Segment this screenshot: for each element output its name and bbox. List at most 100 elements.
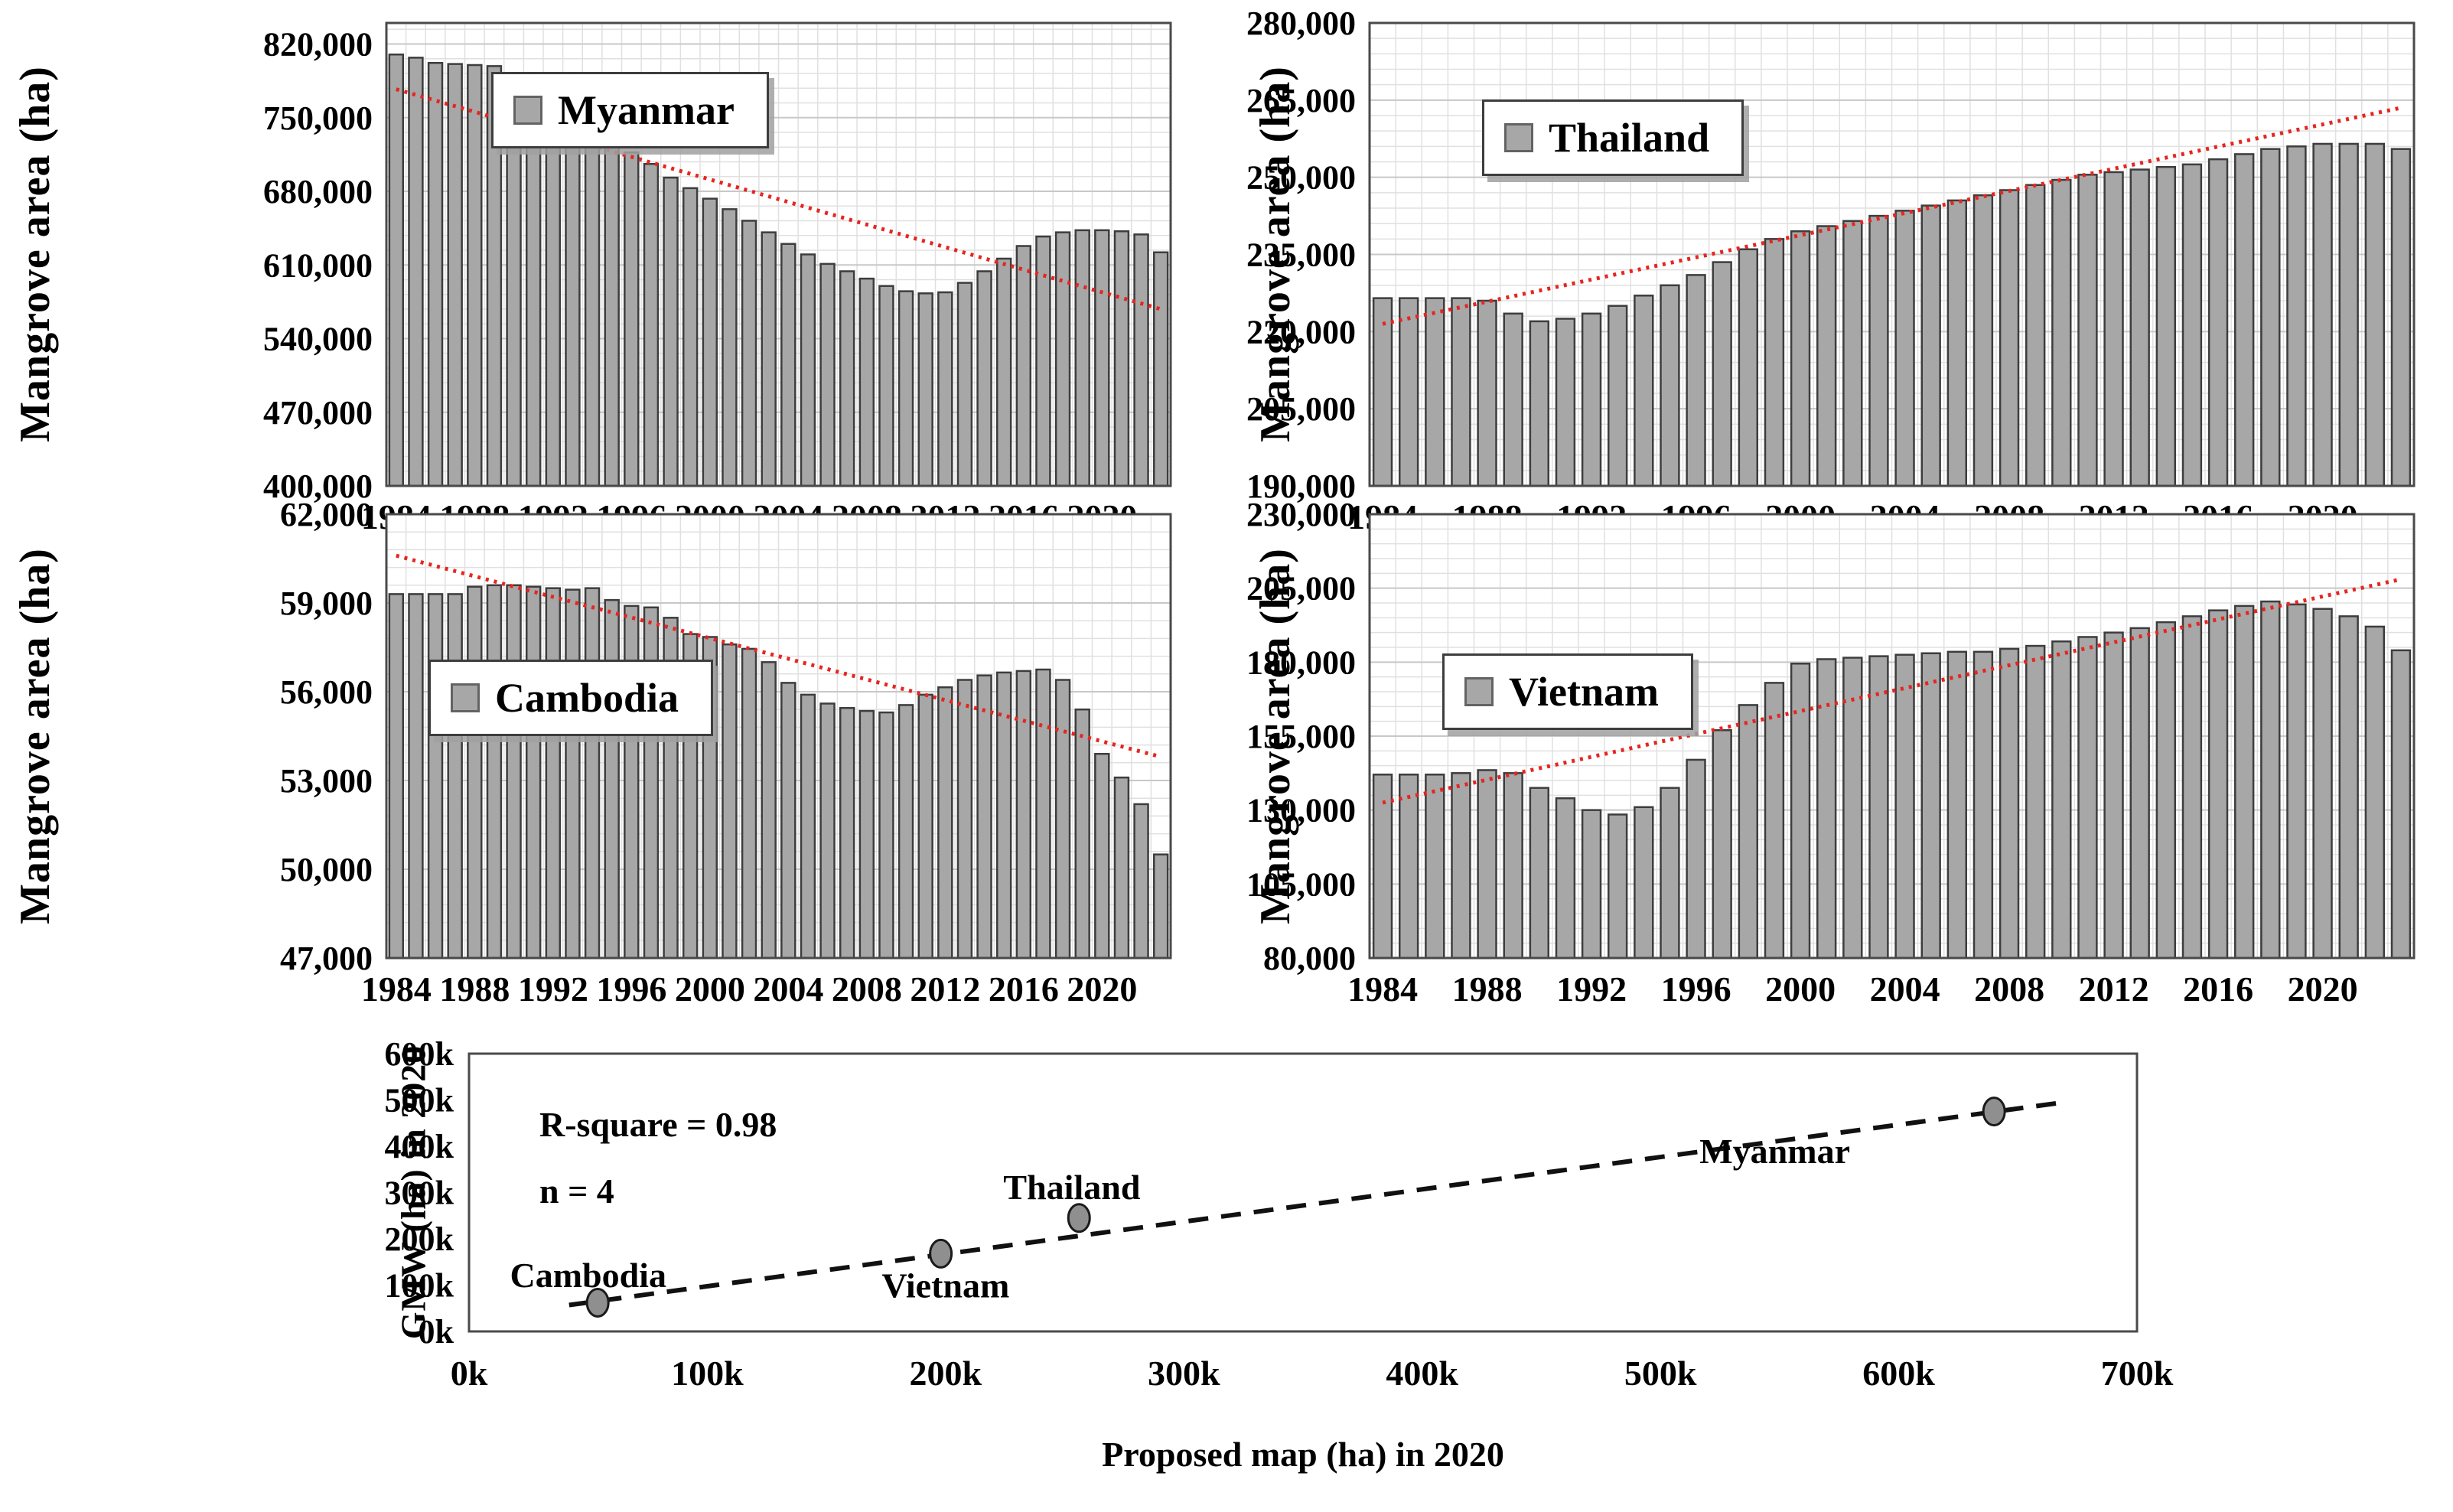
- x-tick-label: 2008: [1974, 969, 2044, 1009]
- bar-thailand-1996: [1686, 274, 1706, 487]
- y-tick-label: 200k: [385, 1220, 454, 1258]
- chart-scatter-canvas: Cambodia Vietnam Thailand Myanmar 0k 100k 200k…: [385, 1035, 2174, 1393]
- bar-myanmar-1996: [624, 151, 640, 487]
- chart-scatter-validation: Cambodia Vietnam Thailand Myanmar 0k 100k 200k…: [0, 1018, 2453, 1512]
- y-tick-label: 265,000: [1246, 82, 1356, 119]
- bar-vietnam-2006: [1946, 650, 1968, 960]
- bar-cambodia-1992: [545, 587, 562, 960]
- bar-myanmar-1997: [643, 163, 660, 487]
- y-tick-label: 400k: [385, 1128, 454, 1165]
- bar-myanmar-2017: [1035, 235, 1051, 487]
- x-tick-label: 2020: [2288, 969, 2358, 1009]
- bar-thailand-2010: [2051, 178, 2072, 487]
- bar-vietnam-2010: [2051, 640, 2072, 960]
- bar-vietnam-1990: [1529, 787, 1550, 960]
- y-tick-label: 235,000: [1246, 236, 1356, 274]
- bar-cambodia-2016: [1015, 670, 1032, 960]
- bar-myanmar-1987: [447, 63, 463, 487]
- bar-thailand-1987: [1451, 297, 1471, 487]
- plot-border: [1368, 21, 2416, 487]
- bar-cambodia-2021: [1113, 776, 1130, 960]
- x-tick-label: 1992: [518, 969, 588, 1009]
- bar-myanmar-2018: [1054, 231, 1071, 487]
- bar-cambodia-1985: [408, 593, 424, 960]
- bar-thailand-1988: [1477, 299, 1497, 487]
- y-tick-label: 190,000: [1246, 468, 1356, 505]
- bar-vietnam-2012: [2103, 631, 2124, 960]
- bar-thailand-1998: [1738, 248, 1759, 487]
- legend-label: Cambodia: [495, 675, 679, 721]
- bar-cambodia-2019: [1074, 708, 1090, 960]
- trend-line: [1382, 577, 2402, 805]
- bar-thailand-1999: [1764, 238, 1785, 487]
- bar-myanmar-2022: [1133, 233, 1149, 487]
- y-tick-label: 130,000: [1246, 792, 1356, 829]
- y-tick-label: 62,000: [280, 496, 373, 533]
- bar-thailand-1992: [1581, 312, 1602, 487]
- bar-thailand-1984: [1372, 297, 1393, 487]
- scatter-point-cambodia: [585, 1287, 610, 1318]
- bar-thailand-2012: [2103, 171, 2124, 487]
- bar-cambodia-1996: [624, 604, 640, 960]
- bar-myanmar-2023: [1152, 251, 1169, 487]
- bar-vietnam-2005: [1920, 652, 1941, 960]
- y-tick-label: 500k: [385, 1082, 454, 1119]
- bar-cambodia-2008: [858, 709, 875, 960]
- bar-cambodia-2003: [761, 661, 777, 960]
- x-tick-label: 2000: [675, 969, 745, 1009]
- y-tick-label: 750,000: [263, 99, 373, 137]
- x-tick-label: 100k: [671, 1354, 744, 1393]
- n-annotation: n = 4: [539, 1171, 614, 1211]
- bar-myanmar-1985: [408, 57, 424, 487]
- bar-cambodia-2001: [722, 643, 738, 960]
- bar-vietnam-1987: [1451, 772, 1471, 960]
- scatter-annotations: R-square = 0.98 n = 4: [539, 1091, 777, 1225]
- y-tick-label: 610,000: [263, 246, 373, 284]
- plot-border: [467, 1052, 2139, 1333]
- bar-cambodia-2006: [819, 702, 836, 960]
- y-tick-label: 47,000: [280, 940, 373, 977]
- legend-vietnam: Vietnam: [1442, 653, 1693, 730]
- bar-thailand-2004: [1894, 210, 1915, 487]
- bar-thailand-2018: [2260, 148, 2281, 487]
- bar-vietnam-2011: [2077, 636, 2098, 960]
- bar-cambodia-1994: [584, 587, 601, 960]
- x-tick-label: 700k: [2101, 1354, 2174, 1393]
- bar-myanmar-2001: [722, 208, 738, 487]
- y-tick-label: 59,000: [280, 585, 373, 622]
- bar-thailand-2020: [2312, 142, 2333, 487]
- bar-vietnam-1994: [1634, 806, 1654, 960]
- x-tick-label: 2004: [1870, 969, 1940, 1009]
- plot-border: [385, 513, 1172, 960]
- bar-thailand-1994: [1634, 295, 1654, 487]
- legend-swatch-icon: [513, 96, 542, 125]
- scatter-point-label-myanmar: Myanmar: [1699, 1132, 1850, 1171]
- bar-thailand-2011: [2077, 174, 2098, 487]
- bar-vietnam-2007: [1972, 650, 1994, 960]
- x-tick-label: 2016: [2183, 969, 2253, 1009]
- x-tick-label: 2012: [2079, 969, 2149, 1009]
- scatter-point-label-cambodia: Cambodia: [510, 1256, 666, 1295]
- bar-cambodia-1991: [525, 585, 542, 960]
- bar-vietnam-2017: [2233, 604, 2255, 960]
- y-axis-title: Mangrove area (ha): [1252, 66, 1299, 442]
- bar-vietnam-1992: [1581, 809, 1602, 960]
- bar-myanmar-2020: [1094, 229, 1110, 487]
- bar-myanmar-2012: [937, 291, 953, 487]
- bar-cambodia-2020: [1094, 752, 1110, 960]
- x-tick-label: 1992: [1556, 969, 1627, 1009]
- bar-myanmar-2003: [761, 231, 777, 487]
- legend-cambodia: Cambodia: [428, 660, 714, 736]
- chart-thailand-canvas: 190,000 205,000 220,000 235,000 250,000 265,0…: [1246, 5, 2416, 536]
- x-tick-label: 200k: [910, 1354, 982, 1393]
- x-tick-label: 400k: [1386, 1354, 1458, 1393]
- bar-thailand-2008: [1999, 189, 2020, 487]
- x-axis-title: Proposed map (ha) in 2020: [1102, 1435, 1504, 1474]
- bar-cambodia-2014: [976, 674, 992, 960]
- x-tick-label: 1996: [596, 969, 666, 1009]
- bar-vietnam-1988: [1477, 769, 1497, 960]
- bar-myanmar-2009: [878, 285, 894, 487]
- bar-myanmar-1986: [427, 62, 444, 487]
- legend-swatch-icon: [1504, 123, 1533, 152]
